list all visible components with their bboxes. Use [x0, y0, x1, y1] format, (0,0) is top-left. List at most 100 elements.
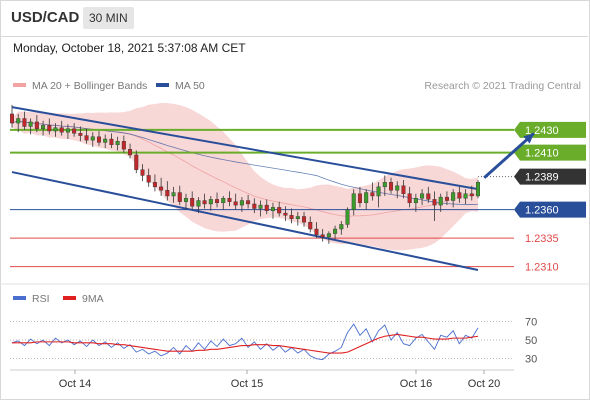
- legend-ma-bb: MA 20 + Bollinger Bands: [13, 80, 147, 92]
- candle-body: [389, 182, 394, 191]
- rsi-tick-label: 30: [525, 354, 537, 366]
- timeframe-button[interactable]: 30 MIN: [83, 7, 134, 29]
- candle-body: [177, 192, 182, 202]
- candle: [283, 206, 288, 222]
- candle: [302, 211, 307, 227]
- symbol-title: USD/CAD: [11, 9, 80, 26]
- candle-body: [84, 135, 89, 141]
- candle: [320, 229, 325, 242]
- candle-body: [115, 141, 120, 145]
- level-1-2360-label: 1.2360: [525, 205, 559, 217]
- candle: [140, 164, 145, 182]
- candle-body: [308, 221, 313, 230]
- candle: [90, 132, 95, 147]
- candle: [357, 186, 362, 208]
- timestamp: Monday, October 18, 2021 5:37:08 AM CET: [13, 41, 246, 55]
- candle: [382, 175, 387, 196]
- candle: [364, 189, 369, 210]
- candle: [401, 180, 406, 199]
- candle: [326, 231, 331, 244]
- candle: [389, 177, 394, 194]
- candle-body: [159, 186, 164, 191]
- candle: [72, 123, 77, 137]
- candle-body: [438, 196, 443, 206]
- candle-body: [22, 118, 27, 127]
- candle: [451, 189, 456, 208]
- candle: [476, 180, 481, 199]
- x-tick-label: Oct 14: [59, 378, 91, 390]
- candle-body: [239, 200, 244, 206]
- legend-ma50: MA 50: [156, 80, 205, 92]
- candle: [469, 185, 474, 201]
- legend-rsi-label: RSI: [32, 293, 50, 305]
- candle-body: [370, 192, 375, 197]
- candle: [78, 126, 83, 142]
- candle: [457, 186, 462, 203]
- candle-body: [152, 182, 157, 188]
- candle: [314, 222, 319, 239]
- candle-body: [339, 224, 344, 230]
- level-1-2410-tag: [514, 144, 586, 161]
- candle: [59, 120, 64, 136]
- candle-body: [134, 154, 139, 170]
- candle: [395, 181, 400, 199]
- x-tick-label: Oct 20: [468, 378, 500, 390]
- candle-body: [395, 185, 400, 191]
- chart-header: USD/CAD 30 MIN: [0, 0, 588, 37]
- ma-bb-swatch: [13, 83, 26, 88]
- candle-body: [28, 121, 33, 127]
- candle-body: [457, 192, 462, 199]
- candle: [233, 193, 238, 210]
- candle: [146, 168, 151, 187]
- rsi-tick-label: 50: [525, 335, 537, 347]
- candle-body: [295, 216, 300, 219]
- level-1-2335-label: 1.2335: [525, 233, 559, 245]
- candle: [339, 221, 344, 235]
- candle: [252, 198, 257, 214]
- ma50-swatch: [156, 83, 169, 88]
- level-1-2389-tag: [514, 168, 586, 185]
- candle: [333, 225, 338, 240]
- candle-body: [196, 200, 201, 207]
- candle: [41, 120, 46, 136]
- candle-body: [165, 190, 170, 197]
- level-1-2360-tag: [514, 201, 586, 218]
- candle: [438, 193, 443, 212]
- candle-body: [401, 185, 406, 194]
- candle: [277, 201, 282, 217]
- candle-body: [302, 216, 307, 223]
- candle: [239, 197, 244, 212]
- candle-body: [183, 198, 188, 202]
- candle-body: [16, 118, 21, 124]
- candle-body: [469, 193, 474, 197]
- trend-channel-lower: [11, 171, 479, 272]
- candle: [34, 115, 39, 133]
- legend-9ma-label: 9MA: [82, 293, 104, 305]
- candle-body: [128, 149, 133, 156]
- candle-body: [47, 125, 52, 132]
- legend-ma-bb-label: MA 20 + Bollinger Bands: [32, 80, 148, 92]
- candle: [65, 124, 70, 140]
- level-1-2389-label: 1.2389: [525, 172, 559, 184]
- candle: [289, 208, 294, 224]
- candle: [84, 128, 89, 144]
- candle: [444, 191, 449, 206]
- candle: [152, 174, 157, 192]
- candle-body: [432, 199, 437, 206]
- candle-body: [351, 193, 356, 210]
- candle: [115, 136, 120, 151]
- candle: [270, 202, 275, 219]
- candle: [345, 207, 350, 228]
- candle: [47, 118, 52, 135]
- candle-body: [140, 169, 145, 176]
- ma9-swatch: [63, 296, 76, 301]
- candle-body: [357, 193, 362, 204]
- candle-body: [202, 200, 207, 205]
- candle: [432, 191, 437, 222]
- candle-body: [9, 113, 14, 124]
- candle: [96, 131, 101, 146]
- candle-body: [41, 125, 46, 129]
- candle: [264, 199, 269, 215]
- level-1-2310-label: 1.2310: [525, 262, 559, 274]
